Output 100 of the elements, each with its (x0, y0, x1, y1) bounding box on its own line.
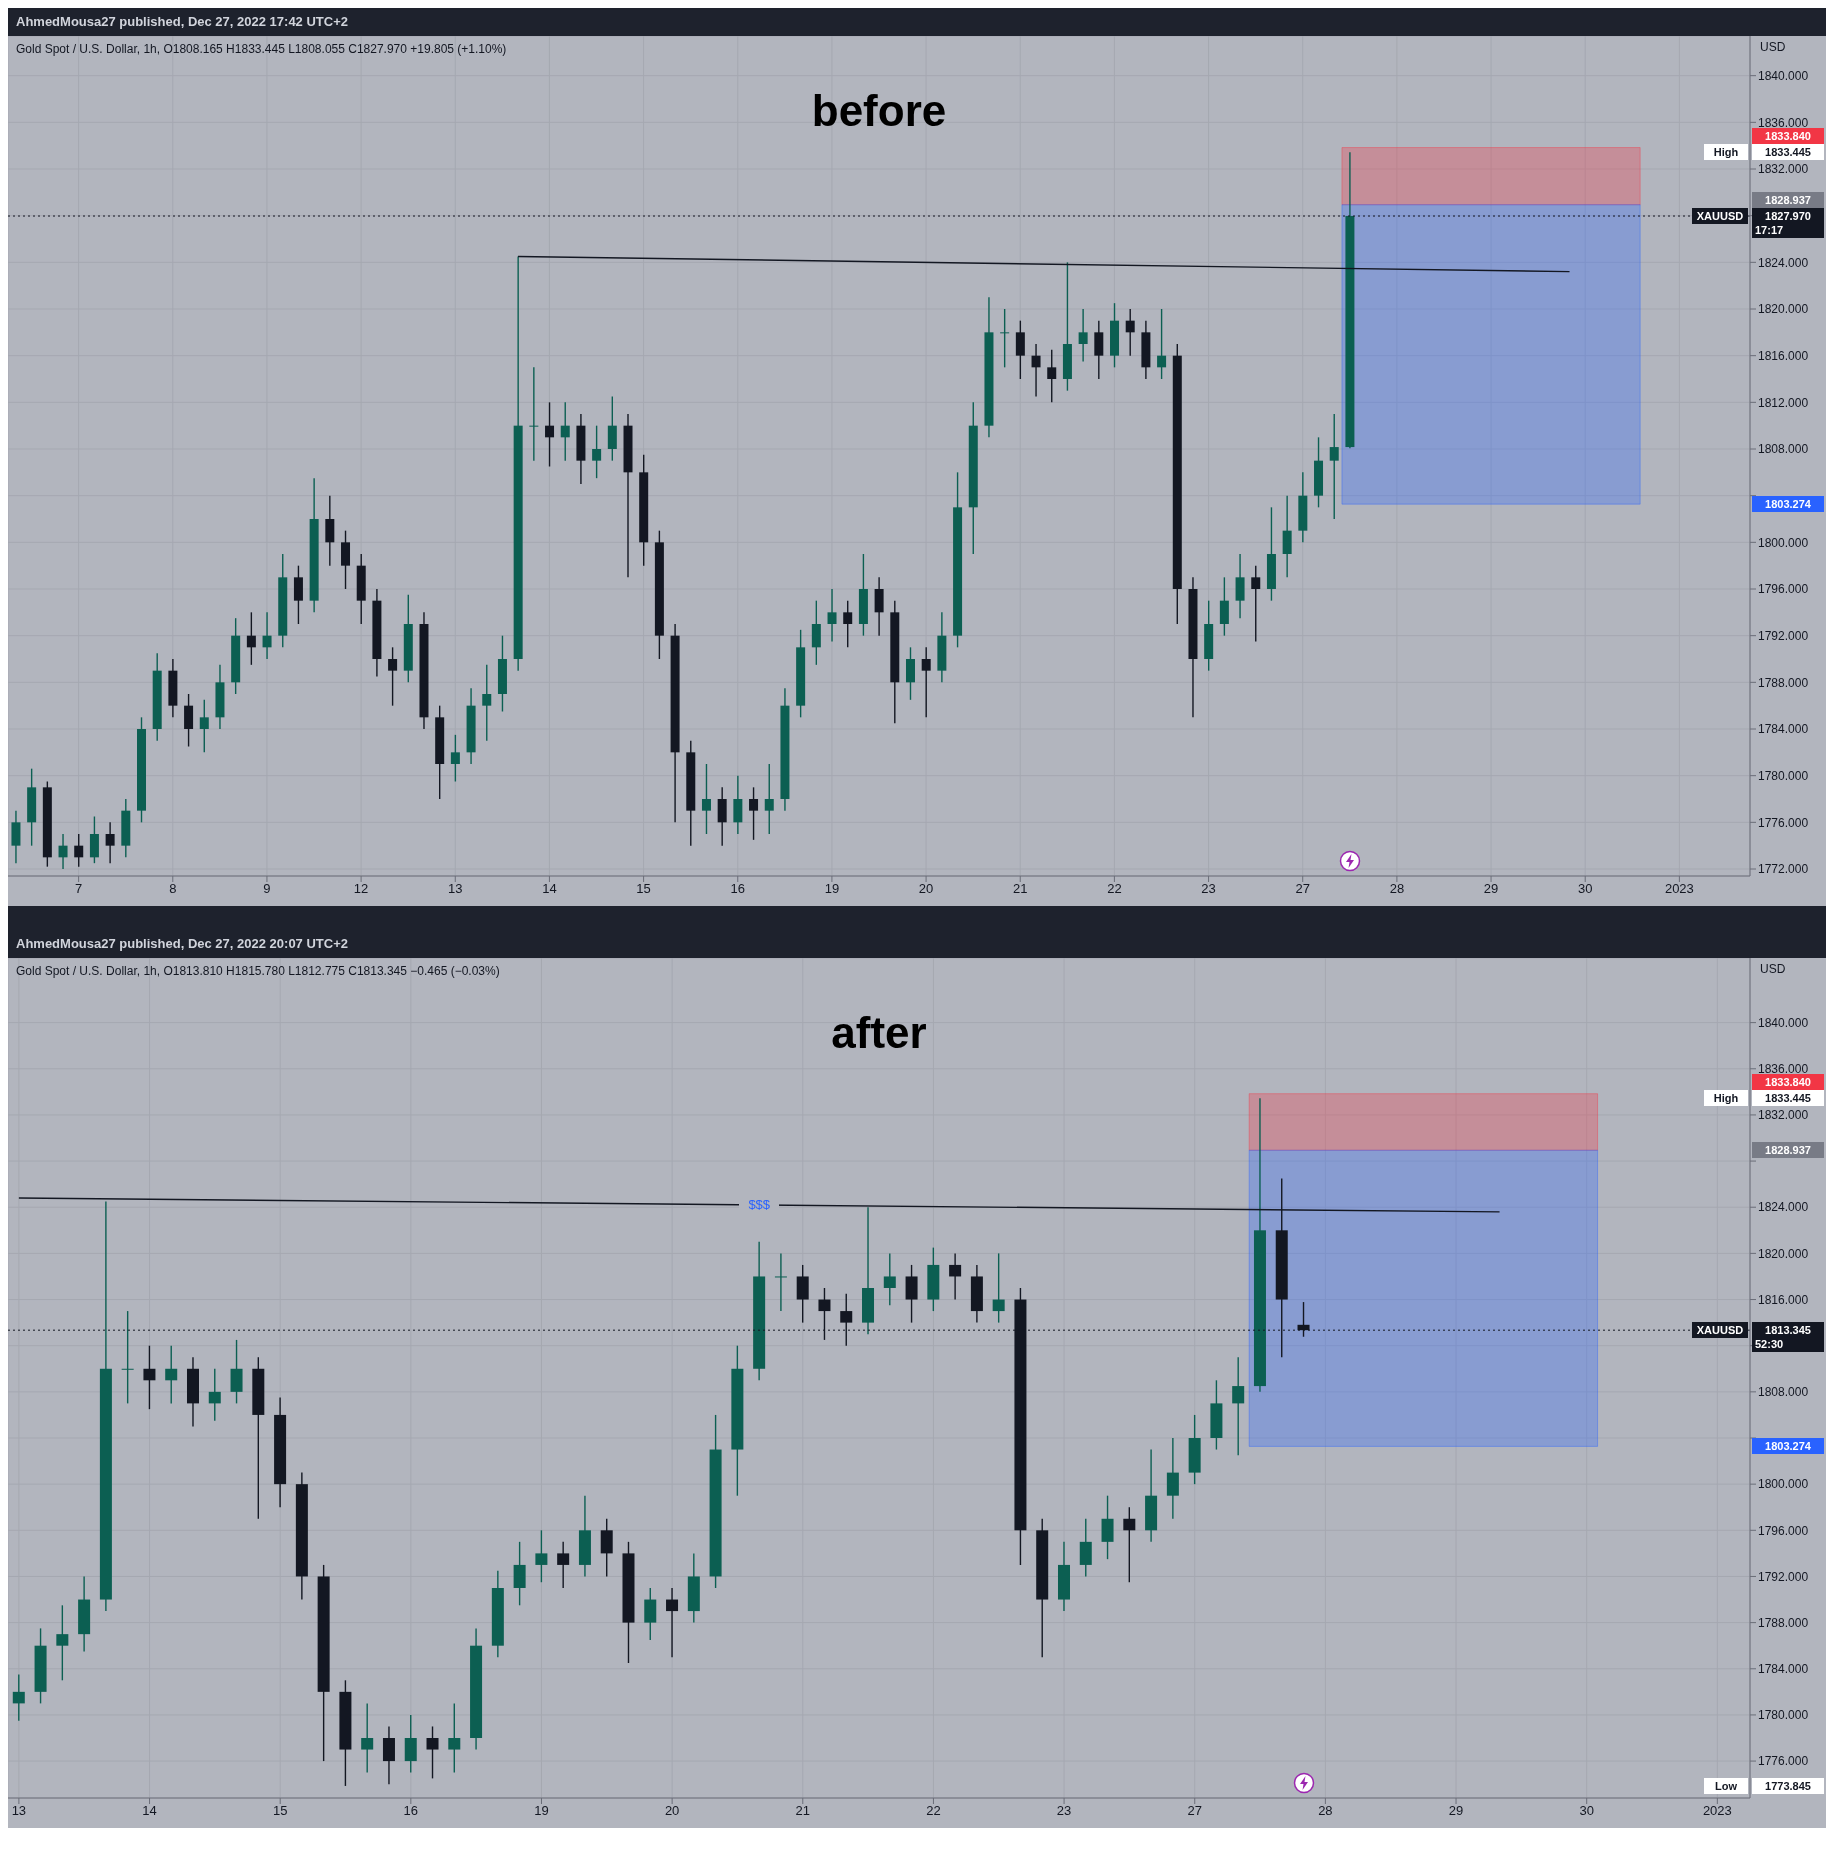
candlestick (1157, 308, 1167, 380)
candlestick (557, 1541, 570, 1589)
x-tick-label: 9 (263, 881, 271, 897)
candlestick (764, 763, 774, 835)
x-tick-label: 19 (824, 881, 840, 897)
text: 1833.840 (1755, 1075, 1821, 1090)
y-tick-label: 1840.000 (1758, 68, 1809, 83)
candlestick (529, 366, 539, 462)
x-tick-label: 29 (1448, 1803, 1464, 1819)
candlestick (199, 699, 209, 754)
candlestick (246, 611, 256, 666)
candlestick (1123, 1506, 1136, 1583)
candlestick (1078, 308, 1088, 363)
candlestick (949, 1252, 962, 1301)
candlestick (89, 815, 99, 864)
candlestick (448, 1702, 461, 1774)
x-tick-label: 30 (1577, 881, 1593, 897)
y-tick-label: 1836.000 (1758, 115, 1809, 130)
text: Gold Spot / U.S. Dollar, 1h, O1808.165 H1833.445 L1808.055 C1827.970 +19.805 (+1.10%) (16, 42, 507, 56)
y-axis-title: USD (1760, 40, 1786, 54)
candlestick (12, 1673, 25, 1722)
text: 1833.840 (1755, 129, 1821, 144)
y-tick-label: 1776.000 (1758, 815, 1809, 830)
x-tick-label: 19 (534, 1803, 549, 1819)
x-tick-label: 28 (1389, 881, 1405, 897)
candlestick (535, 1529, 548, 1583)
x-tick-label: 15 (272, 1803, 288, 1819)
candlestick (921, 646, 931, 719)
candlestick (1166, 1437, 1179, 1520)
candlestick (105, 821, 115, 864)
candlestick (325, 494, 335, 567)
candlestick (184, 693, 194, 748)
y-tick-label: 1796.000 (1758, 582, 1809, 597)
x-tick-label: 16 (403, 1803, 419, 1819)
candlestick (121, 1310, 134, 1405)
candlestick (905, 1264, 918, 1324)
x-tick-label: 30 (1579, 1803, 1594, 1819)
candlestick (382, 1725, 395, 1785)
x-tick-label: 2023 (1664, 881, 1694, 897)
text: before (810, 86, 948, 136)
y-tick-label: 1820.000 (1758, 1246, 1809, 1261)
candlestick (811, 599, 821, 666)
x-tick-label: 21 (1013, 881, 1028, 897)
y-tick-label: 1832.000 (1758, 162, 1809, 177)
x-tick-label: 29 (1483, 881, 1499, 897)
text: 1828.937 (1755, 193, 1821, 208)
y-tick-label: 1780.000 (1758, 768, 1809, 783)
annotation: High (1704, 1090, 1748, 1107)
candlestick (827, 588, 837, 643)
text: 1833.445 (1755, 145, 1821, 160)
text: 1773.845 (1755, 1778, 1821, 1793)
y-tick-label: 1776.000 (1758, 1754, 1809, 1769)
candlestick (361, 1702, 374, 1774)
candlestick (1251, 564, 1261, 643)
annotation: $$$ (739, 1195, 780, 1214)
annotation: Low (1704, 1777, 1748, 1794)
x-tick-label: 23 (1201, 881, 1216, 897)
y-tick-label: 1816.000 (1758, 1292, 1809, 1307)
text: 1803.274 (1755, 497, 1821, 512)
y-tick-label: 1792.000 (1758, 628, 1809, 643)
x-tick-label: 21 (795, 1803, 811, 1819)
candlestick (1235, 553, 1245, 619)
x-tick-label: 27 (1295, 881, 1310, 897)
text: 1803.274 (1755, 1439, 1821, 1454)
candlestick (796, 1264, 809, 1324)
text: AhmedMousa27 published, Dec 27, 2022 17:42 UTC+2 (15, 13, 349, 31)
candlestick (883, 1252, 896, 1307)
y-tick-label: 1772.000 (1758, 862, 1809, 877)
candlestick (230, 1339, 243, 1405)
text: Gold Spot / U.S. Dollar, 1h, O1813.810 H1815.780 L1812.775 C1813.345 −0.465 (−0.03%) (16, 964, 500, 978)
candlestick (74, 833, 84, 868)
candlestick (592, 424, 602, 479)
x-tick-label: 20 (918, 881, 934, 897)
candlestick (1031, 343, 1041, 398)
x-tick-label: 23 (1056, 1803, 1072, 1819)
candlestick (1125, 308, 1135, 357)
candlestick (143, 1344, 156, 1410)
candlestick (56, 1604, 69, 1682)
y-tick-label: 1836.000 (1758, 1062, 1809, 1077)
candlestick (426, 1725, 439, 1780)
y-tick-label: 1784.000 (1758, 722, 1809, 737)
candlestick (404, 1714, 417, 1774)
y-tick-label: 1788.000 (1758, 675, 1809, 690)
candlestick (165, 1344, 178, 1405)
candlestick (600, 1518, 613, 1578)
y-tick-label: 1800.000 (1758, 535, 1809, 550)
y-tick-label: 1808.000 (1758, 442, 1809, 457)
y-tick-label: 1808.000 (1758, 1385, 1809, 1400)
text: 52:30 (1755, 1337, 1785, 1352)
candlestick (843, 599, 853, 649)
y-tick-label: 1824.000 (1758, 255, 1809, 270)
y-tick-label: 1796.000 (1758, 1523, 1809, 1538)
y-tick-label: 1832.000 (1758, 1108, 1809, 1123)
candlestick (1232, 1356, 1245, 1457)
candlestick (774, 1252, 787, 1312)
x-tick-label: 8 (169, 881, 177, 897)
x-tick-label: 12 (353, 881, 369, 897)
x-tick-label: 20 (664, 1803, 680, 1819)
ref-line-label: XAUUSD (1692, 1322, 1748, 1339)
x-tick-label: 13 (11, 1803, 27, 1819)
